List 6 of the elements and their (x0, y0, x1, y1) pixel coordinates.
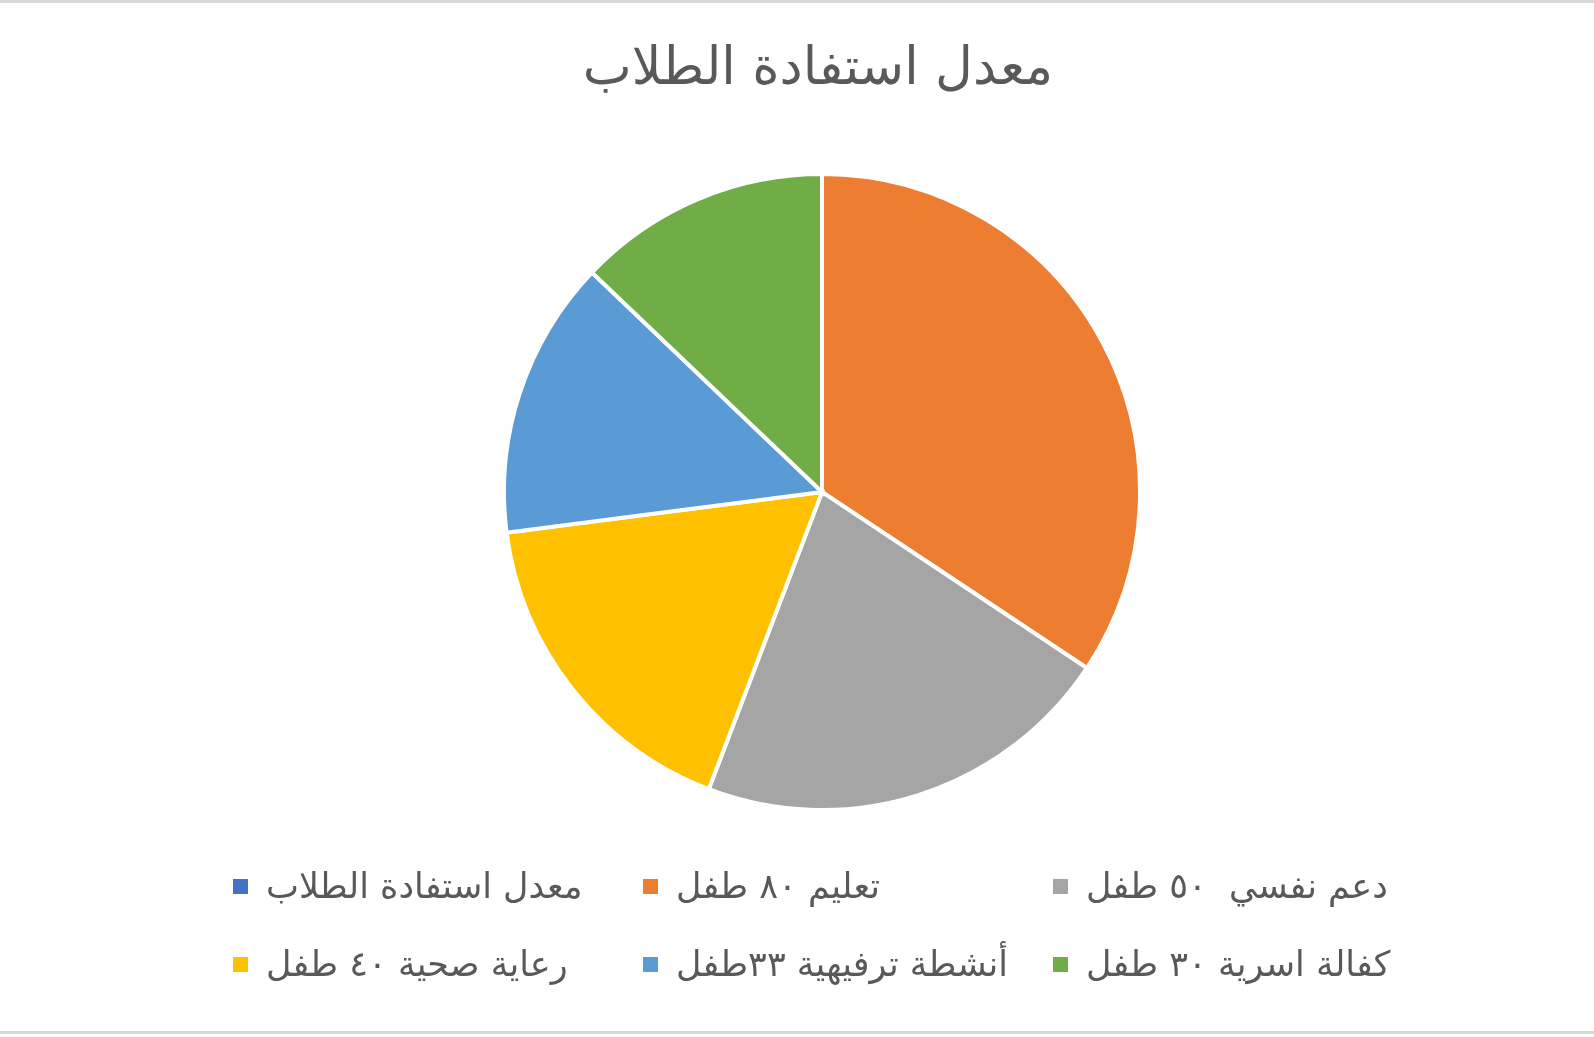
legend-label: معدل استفادة الطلاب (266, 866, 583, 906)
legend-label: رعاية صحية ٤٠ طفل (266, 944, 568, 984)
legend-label: كفالة اسرية ٣٠ طفل (1086, 944, 1391, 984)
legend-label: دعم نفسي ٥٠ طفل (1086, 866, 1388, 906)
chart-title: معدل استفادة الطلاب (581, 36, 1055, 96)
legend-label: تعليم ٨٠ طفل (676, 866, 881, 906)
